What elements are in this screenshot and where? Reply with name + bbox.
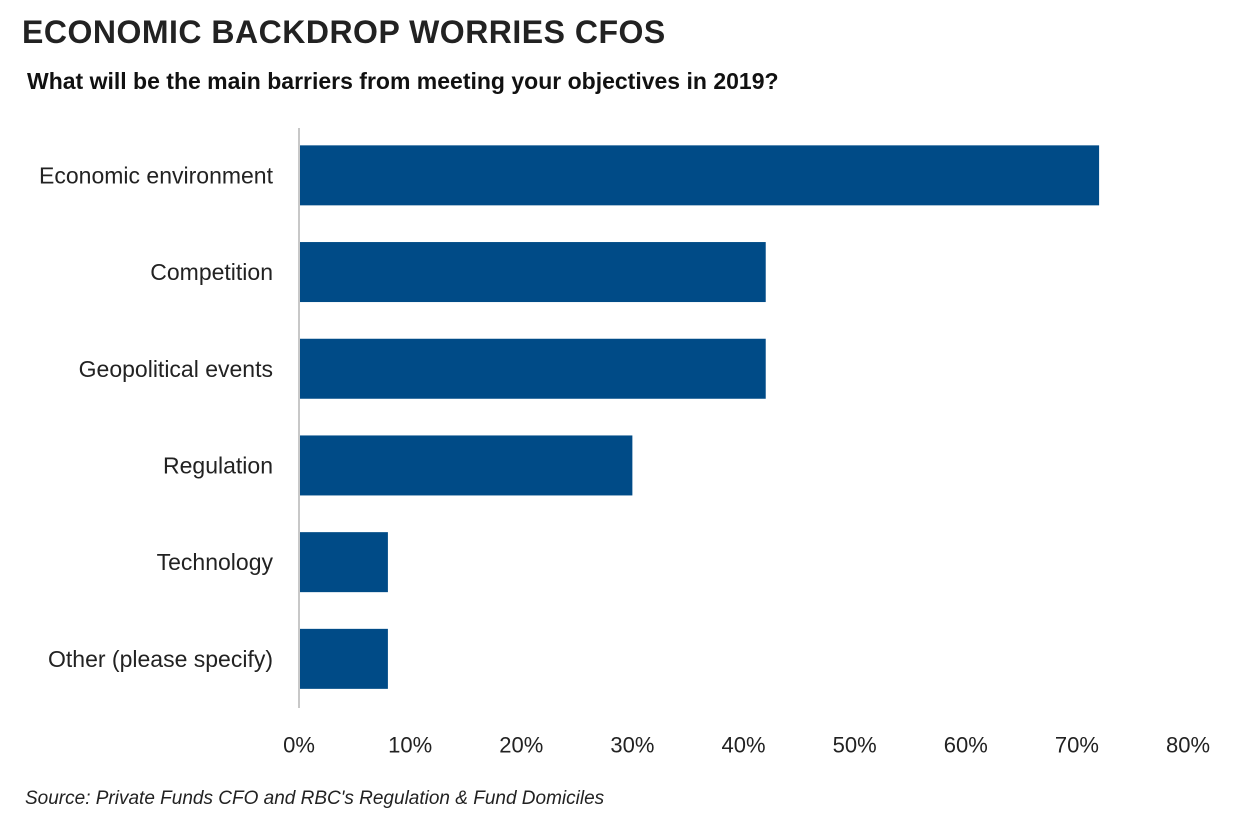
category-labels: Economic environment Competition Geopoliti…	[39, 162, 274, 671]
category-label: Other (please specify)	[48, 646, 273, 672]
category-label: Competition	[150, 259, 273, 285]
bars-group	[299, 145, 1100, 689]
x-tick-label: 80%	[1166, 733, 1210, 758]
bar	[299, 338, 766, 399]
x-tick-label: 20%	[499, 733, 543, 758]
x-tick-label: 30%	[610, 733, 654, 758]
x-tick-label: 50%	[833, 733, 877, 758]
chart-title: ECONOMIC BACKDROP WORRIES CFOS	[22, 14, 666, 50]
x-axis-ticks: 0% 10% 20% 30% 40% 50% 60% 70% 80%	[283, 733, 1210, 758]
category-label: Geopolitical events	[79, 356, 273, 382]
bar	[299, 145, 1100, 206]
x-tick-label: 70%	[1055, 733, 1099, 758]
category-label: Regulation	[163, 452, 273, 478]
category-label: Economic environment	[39, 162, 274, 188]
bar	[299, 628, 388, 689]
bar	[299, 435, 633, 496]
chart-source: Source: Private Funds CFO and RBC's Regu…	[25, 788, 605, 809]
bar	[299, 532, 388, 593]
bar	[299, 242, 766, 303]
x-tick-label: 40%	[721, 733, 765, 758]
x-tick-label: 60%	[944, 733, 988, 758]
x-tick-label: 0%	[283, 733, 315, 758]
x-tick-label: 10%	[388, 733, 432, 758]
category-label: Technology	[157, 549, 274, 575]
chart-subtitle: What will be the main barriers from meet…	[27, 68, 779, 94]
